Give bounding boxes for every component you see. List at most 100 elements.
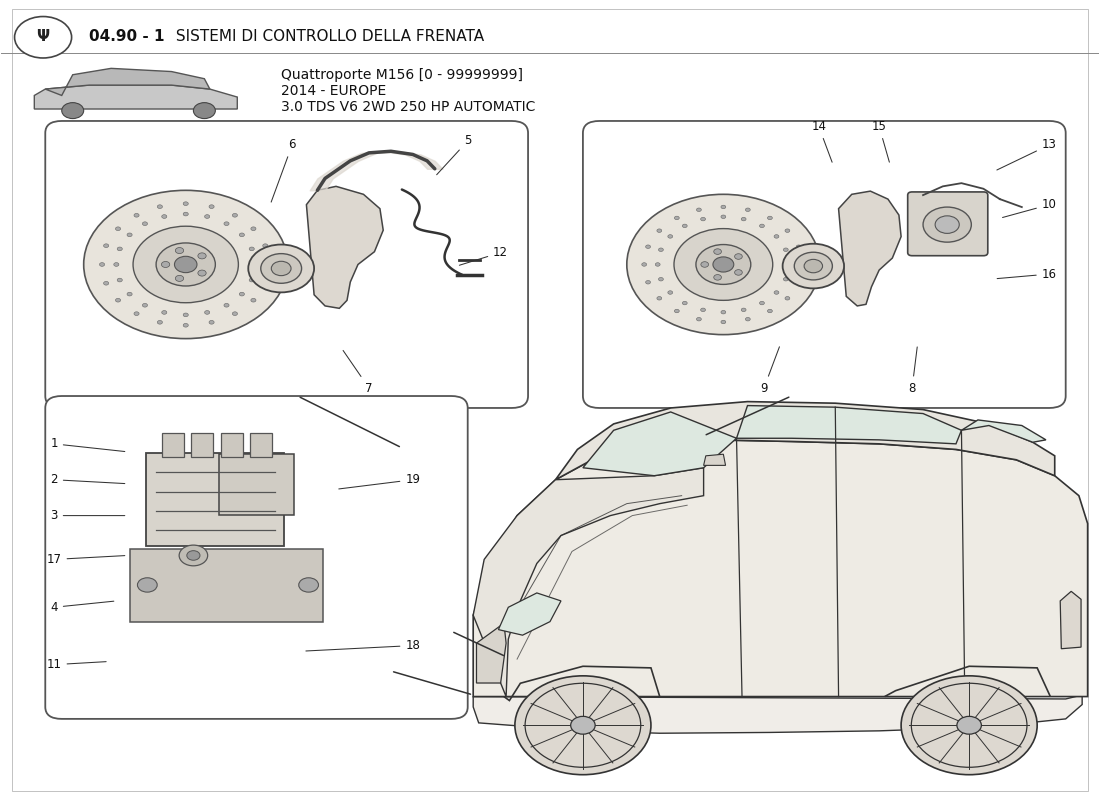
Circle shape	[184, 313, 188, 317]
Circle shape	[682, 224, 688, 228]
Circle shape	[641, 262, 647, 266]
Circle shape	[205, 310, 210, 314]
FancyBboxPatch shape	[251, 433, 273, 457]
Text: Ψ: Ψ	[36, 29, 50, 44]
Circle shape	[714, 274, 722, 280]
Circle shape	[646, 281, 650, 284]
Circle shape	[720, 215, 726, 218]
Circle shape	[957, 716, 981, 734]
Circle shape	[134, 214, 139, 217]
Circle shape	[162, 310, 167, 314]
Circle shape	[774, 234, 779, 238]
Circle shape	[224, 222, 229, 226]
Circle shape	[179, 545, 208, 566]
Circle shape	[263, 282, 268, 285]
Circle shape	[142, 222, 147, 226]
Circle shape	[198, 270, 206, 276]
Circle shape	[157, 205, 163, 209]
Polygon shape	[737, 406, 961, 444]
Circle shape	[696, 318, 702, 321]
Polygon shape	[1060, 591, 1081, 649]
Text: 15: 15	[871, 120, 890, 162]
Text: 14: 14	[812, 120, 832, 162]
Circle shape	[209, 205, 214, 209]
Circle shape	[901, 676, 1037, 774]
Circle shape	[209, 321, 214, 324]
Text: 7: 7	[343, 350, 373, 394]
Circle shape	[785, 229, 790, 233]
Polygon shape	[583, 412, 737, 476]
Circle shape	[783, 278, 789, 281]
Polygon shape	[838, 191, 901, 306]
Circle shape	[696, 208, 702, 211]
Circle shape	[134, 312, 139, 315]
Text: 19: 19	[339, 474, 420, 489]
Circle shape	[184, 323, 188, 327]
Circle shape	[774, 290, 779, 294]
Text: 2: 2	[51, 474, 124, 486]
Text: Quattroporte M156 [0 - 99999999]: Quattroporte M156 [0 - 99999999]	[282, 68, 524, 82]
Circle shape	[84, 190, 288, 338]
Circle shape	[116, 298, 121, 302]
Circle shape	[198, 253, 206, 259]
Circle shape	[250, 247, 254, 250]
Circle shape	[232, 312, 238, 315]
Circle shape	[713, 257, 734, 272]
Circle shape	[785, 297, 790, 300]
Circle shape	[768, 216, 772, 220]
Polygon shape	[556, 402, 1055, 480]
Circle shape	[113, 262, 119, 266]
FancyBboxPatch shape	[162, 433, 184, 457]
Circle shape	[126, 292, 132, 296]
Circle shape	[251, 227, 256, 230]
Circle shape	[701, 308, 705, 311]
Circle shape	[701, 262, 708, 267]
Circle shape	[162, 262, 169, 267]
FancyBboxPatch shape	[130, 549, 323, 622]
Text: 2014 - EUROPE: 2014 - EUROPE	[282, 84, 386, 98]
Circle shape	[126, 233, 132, 237]
Circle shape	[741, 308, 746, 311]
Circle shape	[714, 249, 722, 254]
Text: 13: 13	[997, 138, 1057, 170]
Circle shape	[656, 262, 660, 266]
Circle shape	[205, 214, 210, 218]
Circle shape	[240, 292, 244, 296]
Circle shape	[142, 303, 147, 307]
Circle shape	[194, 102, 216, 118]
Circle shape	[804, 259, 823, 273]
Polygon shape	[45, 68, 210, 95]
Text: SISTEMI DI CONTROLLO DELLA FRENATA: SISTEMI DI CONTROLLO DELLA FRENATA	[172, 29, 485, 44]
Circle shape	[782, 244, 844, 288]
Circle shape	[118, 278, 122, 282]
Circle shape	[796, 245, 801, 249]
Circle shape	[175, 256, 197, 273]
Polygon shape	[473, 695, 1082, 734]
Polygon shape	[704, 454, 726, 466]
Circle shape	[746, 208, 750, 211]
Circle shape	[250, 278, 254, 282]
Circle shape	[251, 298, 256, 302]
Text: 17: 17	[46, 553, 124, 566]
Circle shape	[138, 578, 157, 592]
Circle shape	[720, 205, 726, 209]
Text: 5: 5	[437, 134, 472, 174]
Circle shape	[627, 194, 820, 334]
Circle shape	[62, 102, 84, 118]
FancyBboxPatch shape	[221, 433, 243, 457]
Text: 11: 11	[46, 658, 106, 671]
Circle shape	[175, 275, 184, 282]
Circle shape	[701, 218, 705, 221]
Circle shape	[674, 216, 679, 220]
Text: 3: 3	[51, 509, 124, 522]
Text: 12: 12	[460, 246, 508, 266]
Circle shape	[696, 245, 751, 285]
Text: 3.0 TDS V6 2WD 250 HP AUTOMATIC: 3.0 TDS V6 2WD 250 HP AUTOMATIC	[282, 100, 536, 114]
Circle shape	[157, 321, 163, 324]
Circle shape	[267, 262, 272, 266]
Circle shape	[253, 262, 257, 266]
Polygon shape	[473, 440, 1088, 697]
FancyBboxPatch shape	[219, 454, 295, 515]
Circle shape	[668, 290, 673, 294]
Circle shape	[184, 202, 188, 206]
